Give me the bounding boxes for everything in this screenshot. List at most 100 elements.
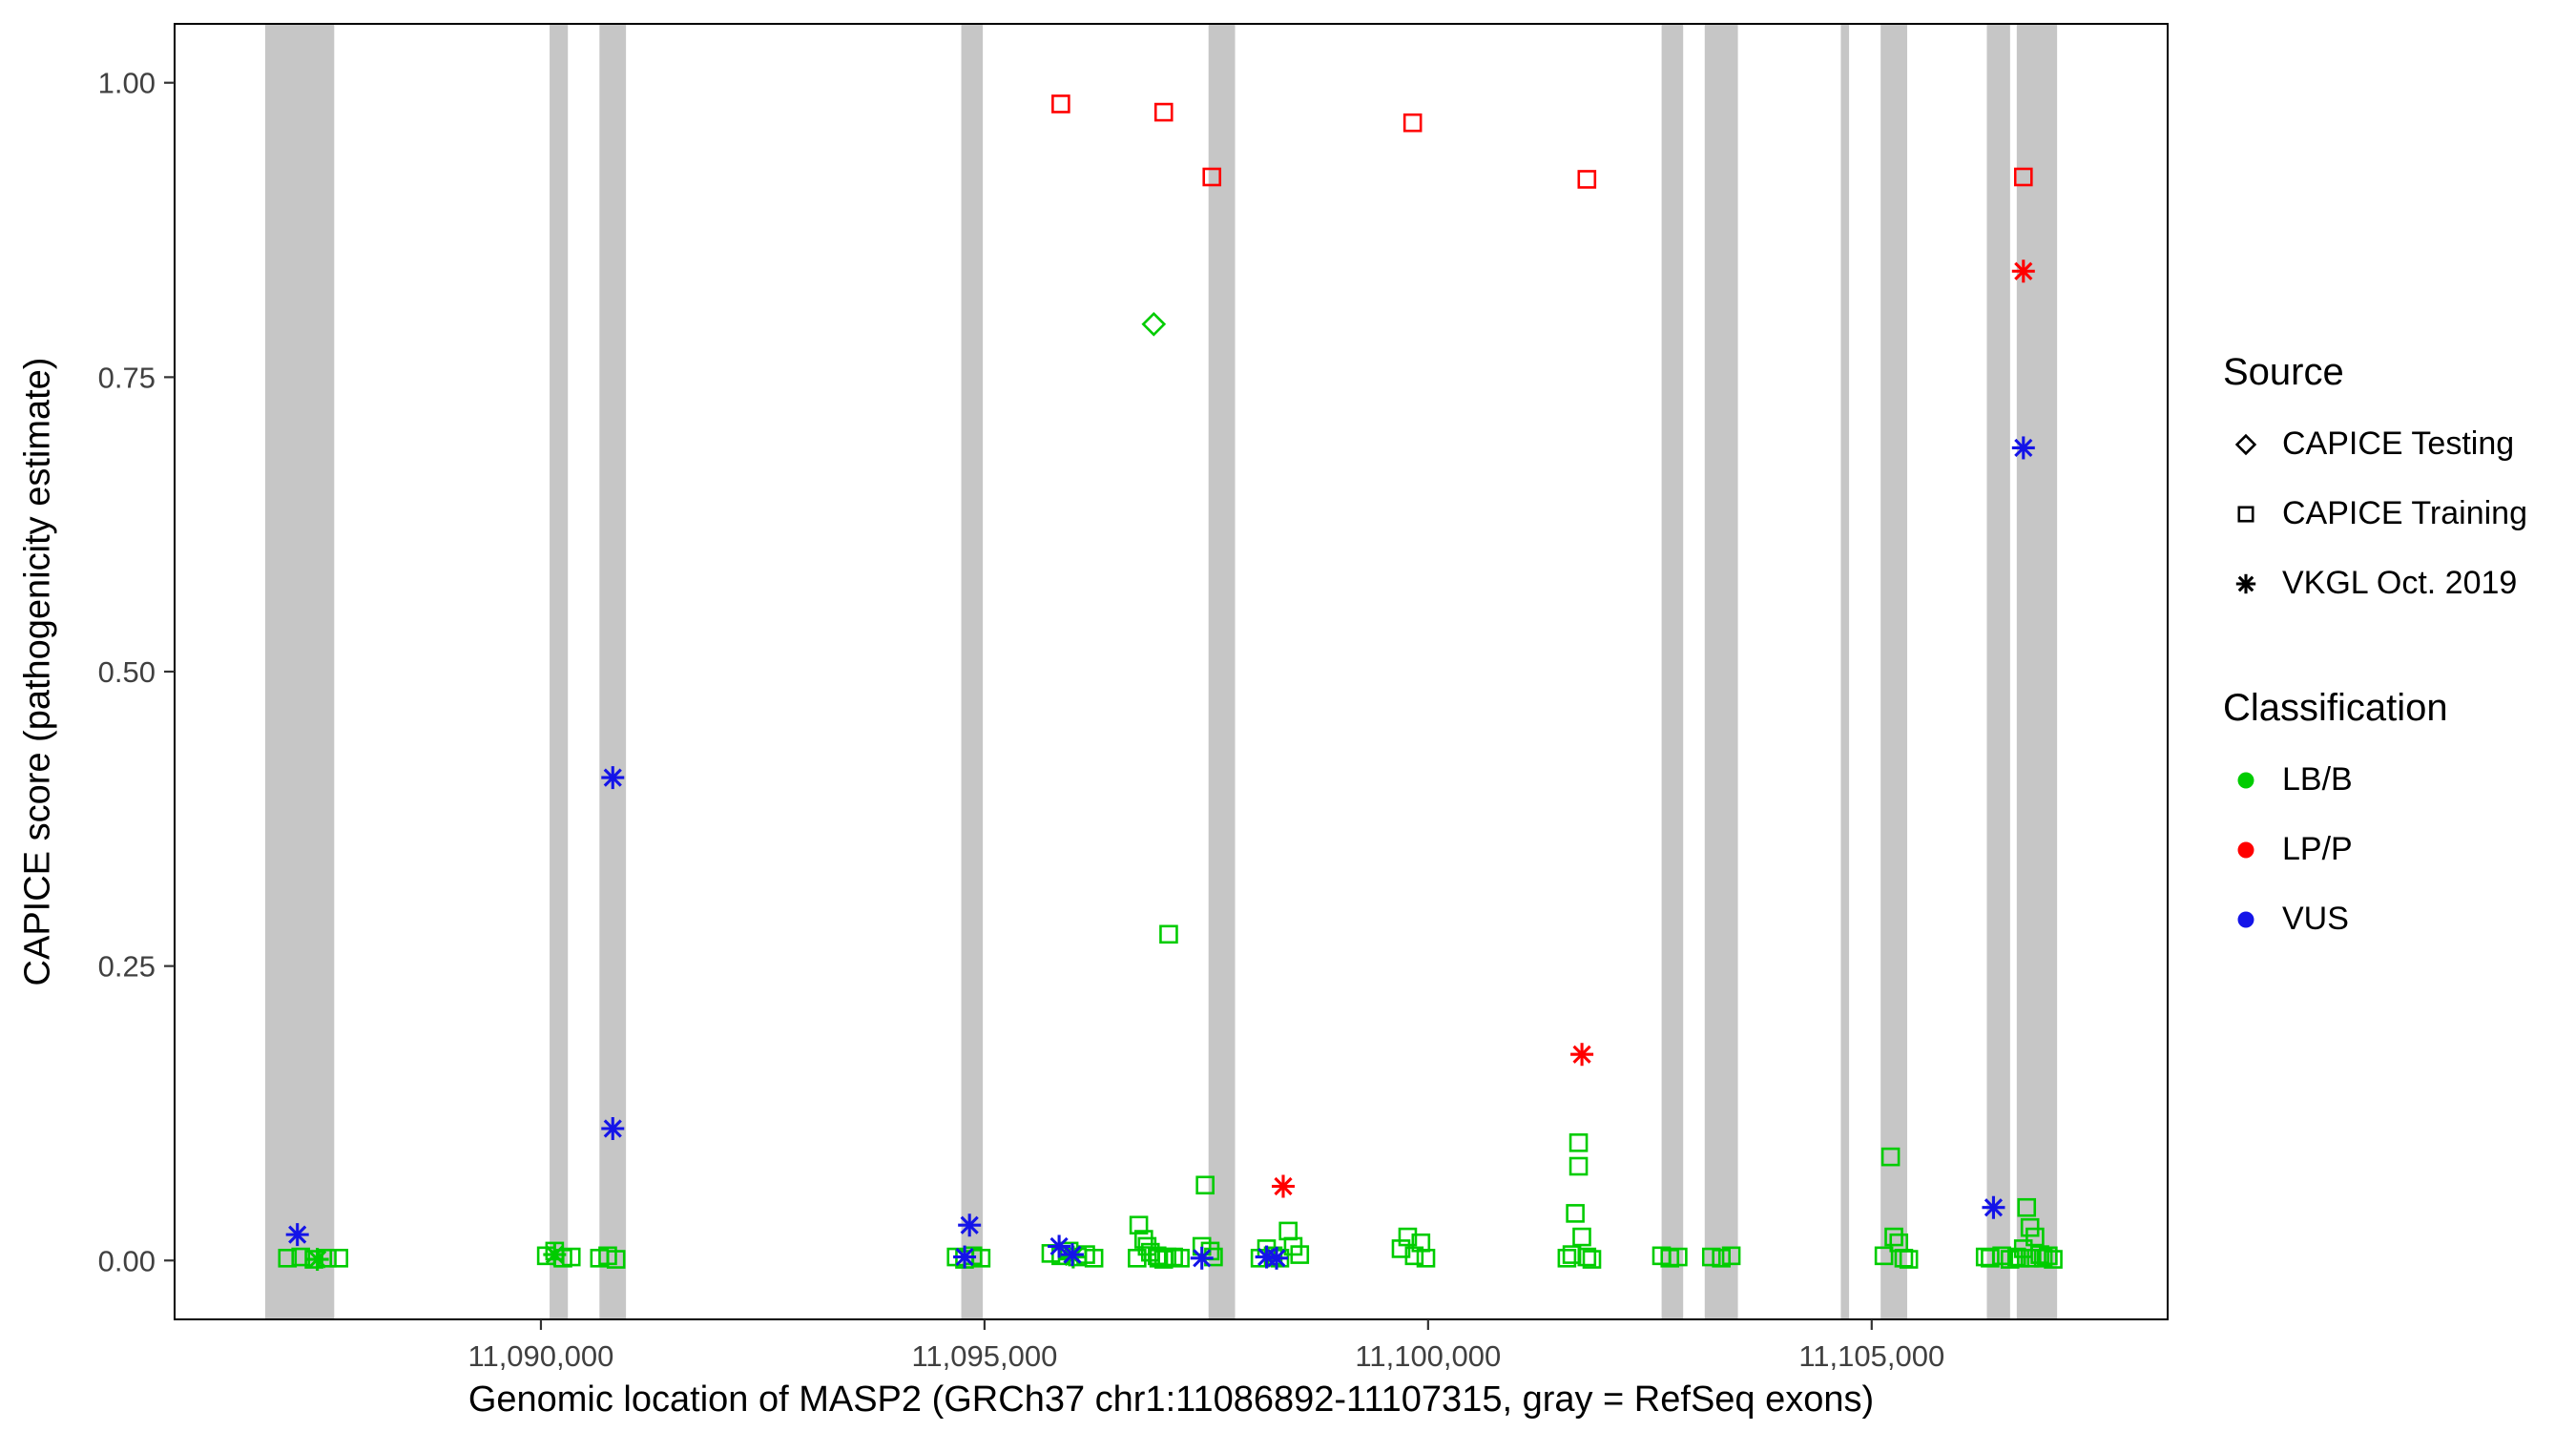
legend-item-asterisk-key-icon	[2235, 573, 2256, 593]
x-tick-label: 11,090,000	[468, 1339, 614, 1373]
data-point	[1153, 102, 1174, 122]
data-point	[1171, 1249, 1190, 1268]
data-point	[1265, 1246, 1289, 1270]
legend: Source CAPICE Testing CAPICE Training VKGL …	[2223, 351, 2571, 954]
exon-bar	[1661, 24, 1684, 1319]
legend-item-asterisk: VKGL Oct. 2019	[2223, 549, 2571, 618]
data-point	[2013, 167, 2033, 187]
exon-bar	[1880, 24, 1907, 1319]
data-point	[1874, 1246, 1894, 1266]
data-point	[1582, 1250, 1602, 1269]
data-point	[606, 1250, 626, 1269]
data-point	[1159, 924, 1178, 944]
x-tick-label: 11,100,000	[1355, 1339, 1501, 1373]
data-point	[1202, 167, 1222, 187]
data-point	[2020, 1217, 2040, 1237]
data-point	[958, 1213, 982, 1237]
series-square-LP-P	[1051, 94, 2033, 189]
data-point	[1398, 1227, 1418, 1247]
data-point	[329, 1249, 349, 1268]
exon-bar	[1986, 24, 2010, 1319]
data-point	[1402, 113, 1423, 133]
x-tick-label: 11,105,000	[1798, 1339, 1944, 1373]
data-point	[291, 1247, 311, 1267]
data-point	[285, 1223, 309, 1247]
legend-classification-title: Classification	[2223, 687, 2448, 729]
legend-item-asterisk-label: VKGL Oct. 2019	[2282, 565, 2518, 601]
series-diamond-LB-B	[1141, 311, 1167, 337]
data-point	[2011, 436, 2035, 460]
data-point	[1051, 94, 1070, 114]
data-point	[1128, 1249, 1147, 1268]
data-point	[1190, 1246, 1214, 1270]
data-point	[1137, 1236, 1157, 1256]
data-point	[1568, 1133, 1589, 1152]
data-point	[2010, 1249, 2030, 1268]
data-point	[601, 1117, 625, 1141]
y-tick-label: 0.75	[98, 361, 156, 394]
data-point	[1701, 1247, 1721, 1267]
data-point	[543, 1243, 567, 1267]
data-point	[1278, 1221, 1298, 1241]
data-point	[278, 1249, 298, 1268]
classification-dot	[2237, 841, 2254, 858]
data-point	[2025, 1227, 2045, 1247]
exon-bar	[1704, 24, 1738, 1319]
data-point	[305, 1248, 329, 1272]
data-point	[2033, 1249, 2053, 1268]
data-point	[1566, 1204, 1585, 1223]
data-point	[601, 766, 625, 790]
x-axis-title: Genomic location of MASP2 (GRCh37 chr1:1…	[467, 1379, 1875, 1420]
x-tick-label: 11,095,000	[911, 1339, 1057, 1373]
legend-item-LB-B-key-icon	[2237, 772, 2254, 788]
data-point	[1721, 1246, 1741, 1266]
y-tick-label: 0.50	[98, 655, 156, 689]
classification-dot	[2237, 911, 2254, 927]
y-tick-label: 0.25	[98, 950, 156, 984]
data-point	[953, 1245, 977, 1269]
legend-item-VUS: VUS	[2223, 884, 2571, 954]
series-asterisk-LP-P	[1271, 259, 2035, 1198]
exon-bar	[961, 24, 984, 1319]
data-point	[2017, 1197, 2037, 1217]
panel-border	[174, 23, 2169, 1320]
data-point	[1712, 1249, 1731, 1268]
classification-dot	[2237, 772, 2254, 788]
data-point	[2039, 1246, 2058, 1266]
data-point	[1568, 1156, 1589, 1176]
data-point	[1669, 1247, 1688, 1267]
data-point	[1404, 1246, 1424, 1266]
data-point	[1141, 311, 1167, 337]
exon-bar	[2016, 24, 2058, 1319]
data-point	[1048, 1234, 1071, 1258]
data-point	[2044, 1250, 2063, 1269]
legend-item-square-label: CAPICE Training	[2282, 495, 2527, 531]
data-point	[1271, 1174, 1295, 1198]
data-point	[1884, 1227, 1903, 1247]
data-point	[1290, 1245, 1310, 1264]
data-point	[1577, 170, 1597, 189]
data-point	[561, 1247, 581, 1267]
legend-item-LP-P-label: LP/P	[2282, 831, 2353, 867]
data-point	[1129, 1215, 1149, 1235]
exon-bar	[264, 24, 335, 1319]
legend-item-VUS-key-icon	[2237, 911, 2254, 927]
data-point	[1416, 1249, 1436, 1268]
data-point	[2011, 259, 2035, 283]
legend-item-square: CAPICE Training	[2223, 479, 2571, 549]
legend-item-diamond: CAPICE Testing	[2223, 409, 2571, 479]
y-axis-title: CAPICE score (pathogenicity estimate)	[17, 357, 58, 986]
data-point	[1982, 1195, 2005, 1219]
legend-item-LB-B-label: LB/B	[2282, 761, 2353, 798]
data-point	[1880, 1147, 1901, 1167]
exon-bar	[1208, 24, 1236, 1319]
exon-bar	[599, 24, 627, 1319]
data-point	[1981, 1249, 2000, 1268]
data-point	[1572, 1227, 1591, 1247]
data-point	[1899, 1250, 1919, 1269]
exon-bar	[550, 24, 569, 1319]
legend-source-title: Source	[2223, 351, 2344, 393]
legend-item-LP-P: LP/P	[2223, 815, 2571, 884]
